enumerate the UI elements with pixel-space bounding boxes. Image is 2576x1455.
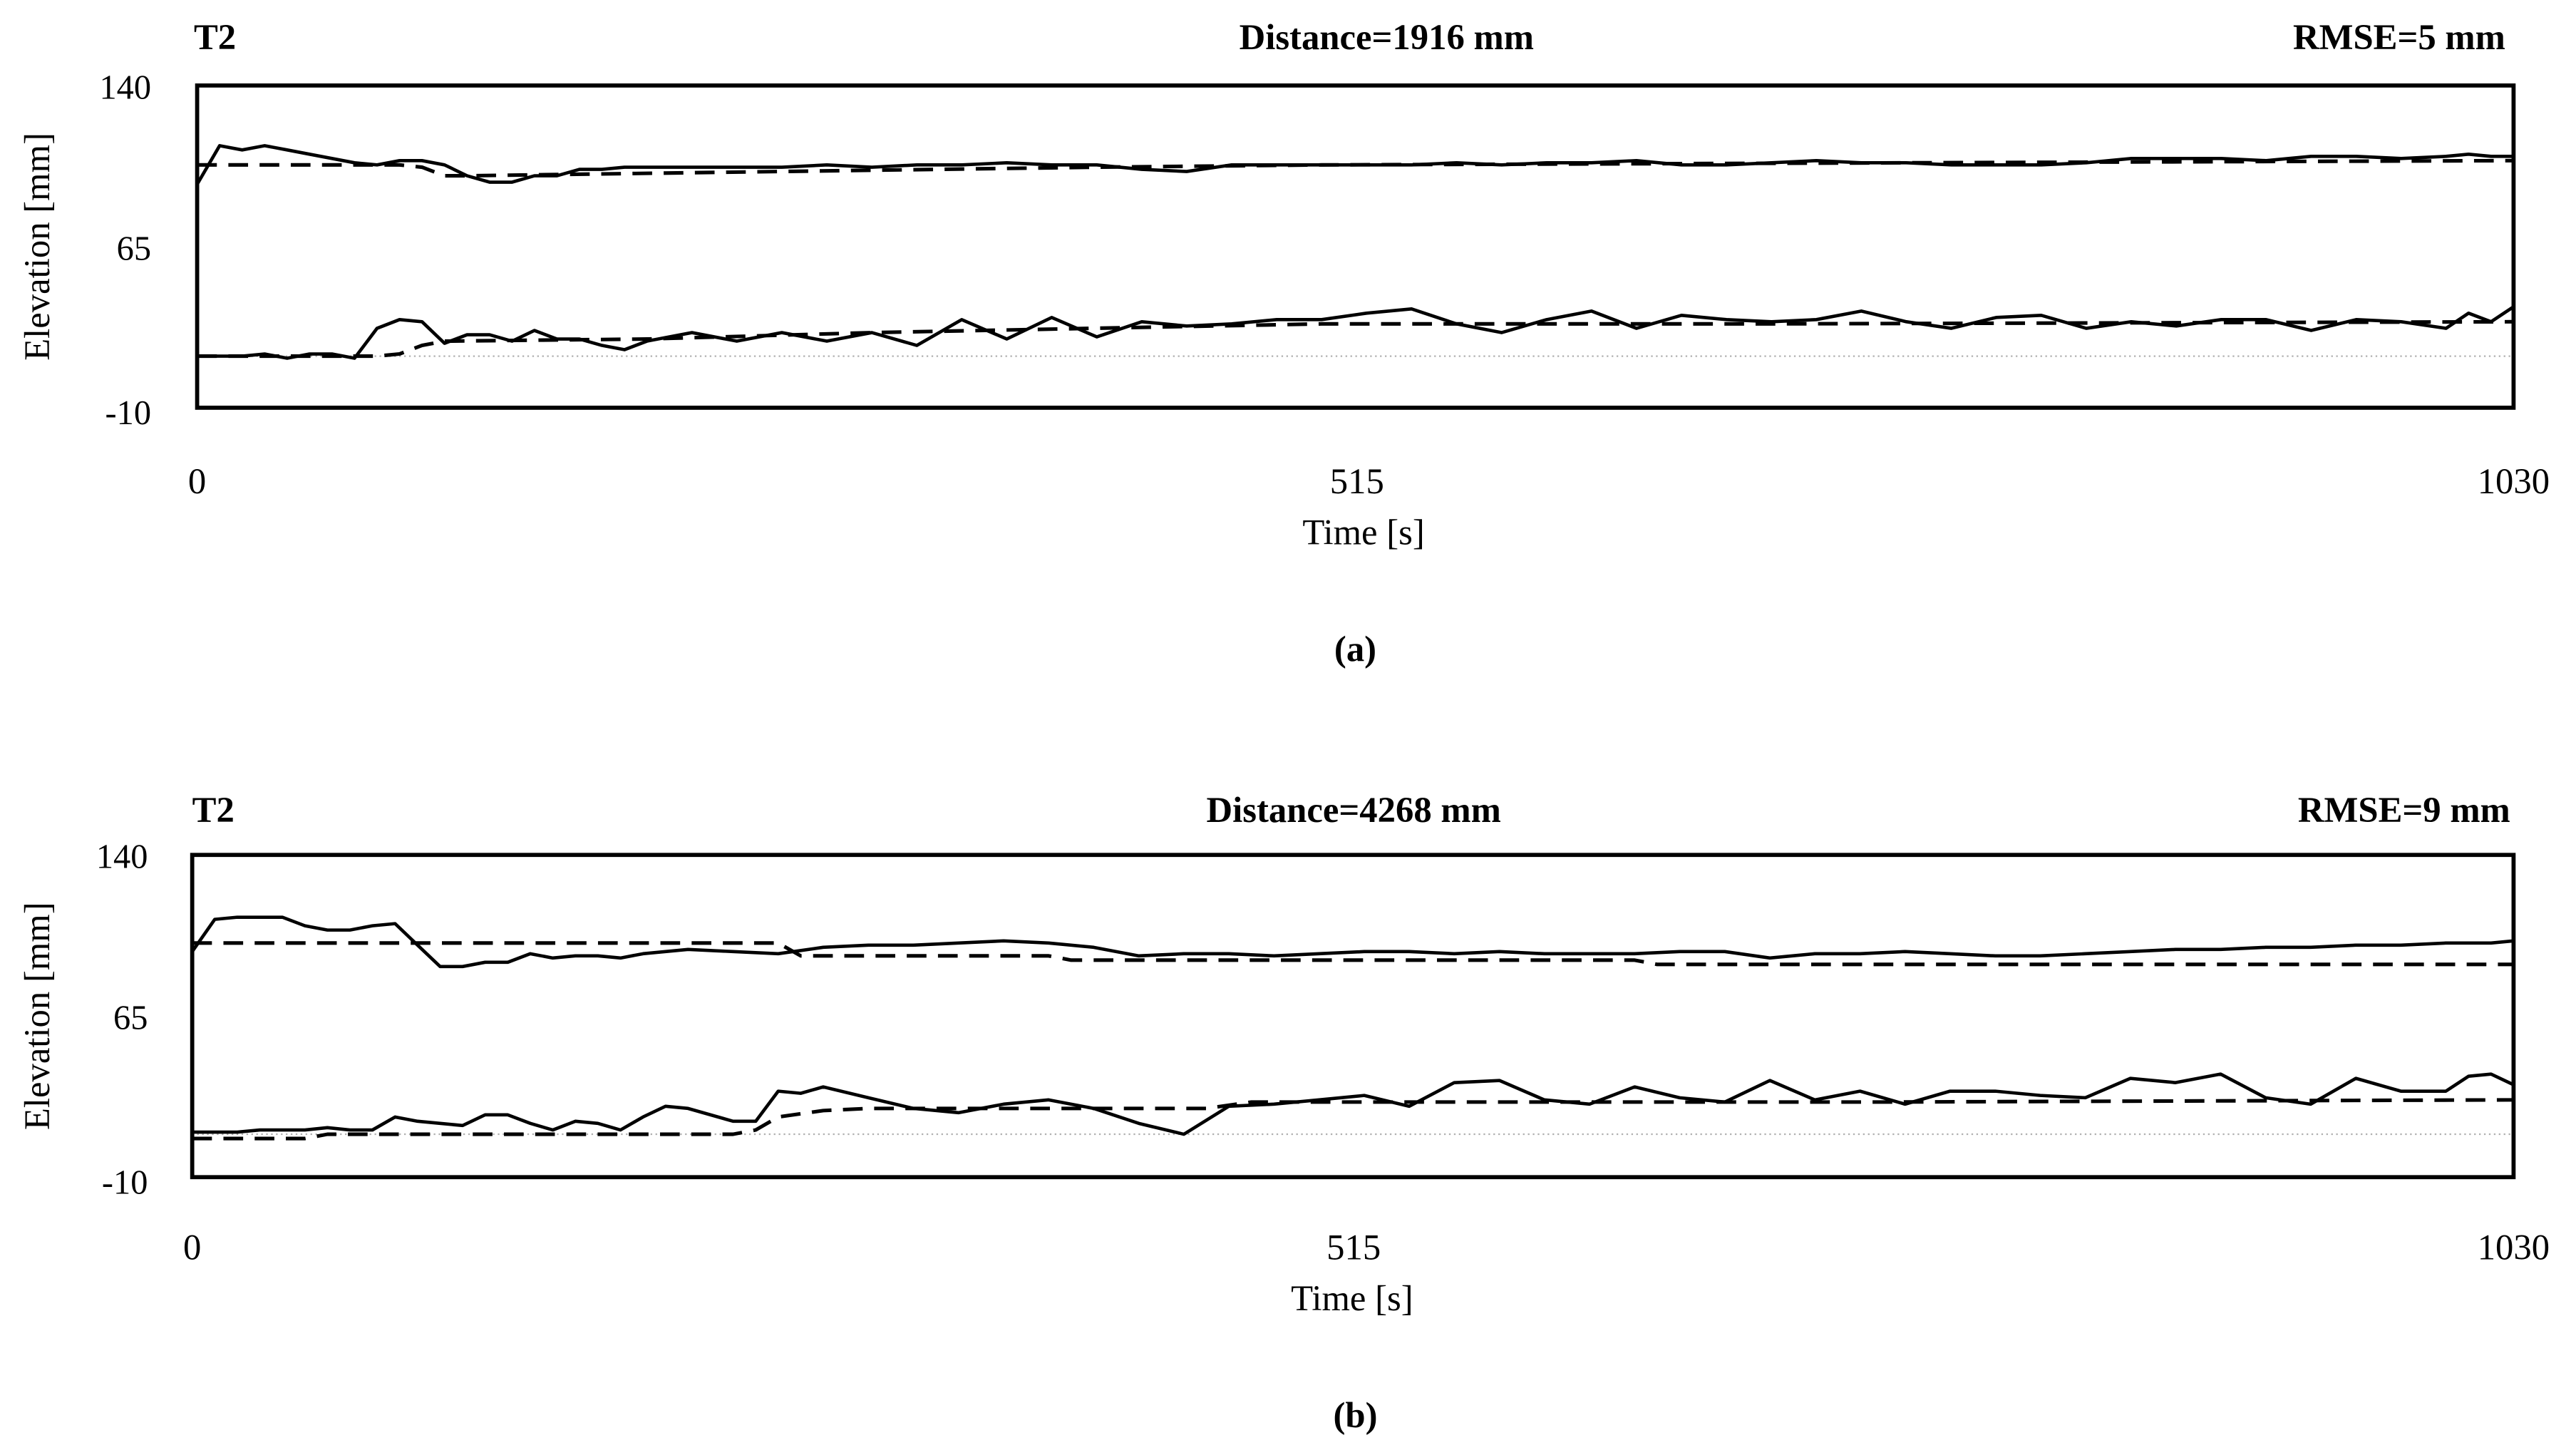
panel-a-frame [195, 83, 2516, 410]
panel-a-ytick-top: 140 [99, 68, 151, 106]
series-lower-measured-line [197, 305, 2515, 360]
panel-b-xlabel: Time [s] [1291, 1278, 1413, 1318]
series-lower-reference-line [197, 319, 2514, 359]
panel-b-title-right: RMSE=9 mm [2298, 790, 2510, 830]
panel-b-xtick-start: 0 [183, 1228, 201, 1268]
panel-a-title-right: RMSE=5 mm [2293, 17, 2505, 57]
panel-a-ytick-bottom: -10 [105, 394, 152, 432]
panel-b-xtick-end: 1030 [2478, 1228, 2550, 1268]
panel-b-title-center: Distance=4268 mm [1207, 790, 1501, 830]
series-lower-reference-line [192, 1098, 2514, 1141]
panel-a-ylabel: Elevation [mm] [17, 133, 57, 361]
panel-a-xtick-end: 1030 [2478, 461, 2550, 501]
panel-a-title-center: Distance=1916 mm [1240, 17, 1534, 57]
series-upper-reference-line [197, 158, 2514, 178]
panel-b: T2 Distance=4268 mm RMSE=9 mm 140 65 -10… [17, 790, 2550, 1435]
panel-a-ytick-mid: 65 [117, 230, 151, 267]
panel-a-caption: (a) [1334, 629, 1376, 669]
panel-a-plot-area [195, 144, 2515, 360]
panel-b-ytick-bottom: -10 [102, 1163, 148, 1201]
panel-b-frame [190, 853, 2516, 1180]
panel-a-xtick-mid: 515 [1330, 461, 1384, 501]
series-upper-measured-line [190, 915, 2514, 969]
series-lower-measured-line [192, 1072, 2515, 1136]
panel-a-xlabel: Time [s] [1302, 512, 1424, 552]
panel-b-caption: (b) [1334, 1395, 1378, 1435]
panel-b-title-left: T2 [192, 790, 235, 830]
panel-a: T2 Distance=1916 mm RMSE=5 mm 140 65 -10… [17, 17, 2550, 669]
panel-a-title-left: T2 [194, 17, 236, 57]
panel-b-ytick-mid: 65 [113, 999, 148, 1037]
panel-b-xtick-mid: 515 [1326, 1228, 1381, 1268]
panel-b-plot-area [190, 915, 2515, 1141]
panel-b-ytick-top: 140 [96, 838, 148, 876]
panel-b-ylabel: Elevation [mm] [17, 902, 57, 1130]
panel-a-xtick-start: 0 [188, 461, 206, 501]
